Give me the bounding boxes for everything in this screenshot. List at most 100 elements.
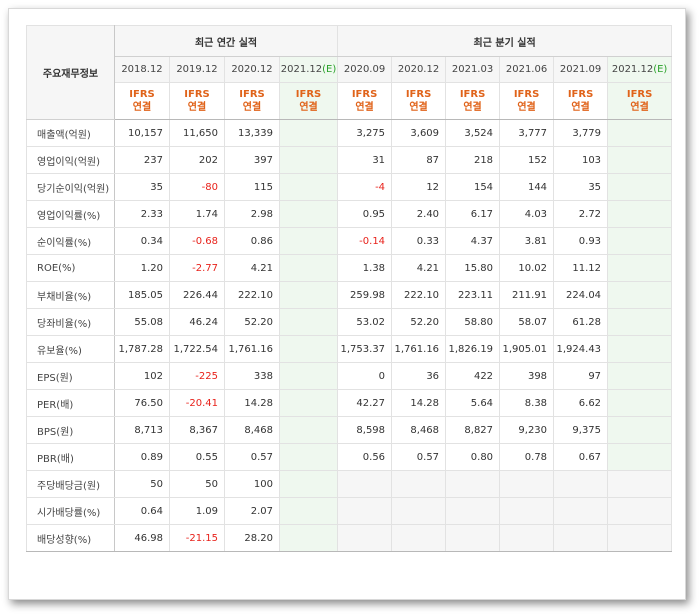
accounting-standard-row: IFRS 연결 IFRS 연결 IFRS 연결 IFRS 연결 IFRS 연결 IFRS 연결 IFRS… xyxy=(27,82,673,120)
accounting-standard-header: IFRS 연결 xyxy=(553,82,609,120)
value-cell: 223.11 xyxy=(445,281,501,309)
value-cell: 1.09 xyxy=(169,497,225,525)
accounting-standard-header: IFRS 연결 xyxy=(445,82,501,120)
value-cell: 4.37 xyxy=(445,227,501,255)
value-cell xyxy=(607,173,673,201)
financial-summary-table: 주요재무정보 최근 연간 실적 최근 분기 실적 2018.12 2019.12 2… xyxy=(26,25,673,552)
value-cell: 35 xyxy=(114,173,170,201)
period-header: 2021.09 xyxy=(553,56,609,83)
row-label: PBR(배) xyxy=(26,443,115,471)
value-cell: -0.14 xyxy=(337,227,393,255)
value-cell: 52.20 xyxy=(391,308,447,336)
period-header: 2021.12(E) xyxy=(607,56,673,83)
row-label: 배당성향(%) xyxy=(26,524,115,552)
period-header: 2019.12 xyxy=(169,56,225,83)
value-cell: 53.02 xyxy=(337,308,393,336)
table-row: ROE(%) 1.20 -2.77 4.21 1.38 4.21 15.80 10.02 11.… xyxy=(26,254,673,282)
value-cell xyxy=(278,389,339,417)
value-cell xyxy=(607,146,673,174)
value-cell: 102 xyxy=(114,362,170,390)
empty-cell xyxy=(607,524,673,552)
row-label: 영업이익률(%) xyxy=(26,200,115,228)
standard-ifrs-label: IFRS xyxy=(351,89,378,100)
value-cell: 42.27 xyxy=(337,389,393,417)
estimate-mark: (E) xyxy=(322,64,337,75)
row-label: 순이익률(%) xyxy=(26,227,115,255)
table-row: BPS(원) 8,713 8,367 8,468 8,598 8,468 8,827 9,23… xyxy=(26,416,673,444)
row-label: 유보율(%) xyxy=(26,335,115,363)
value-cell: 0.56 xyxy=(337,443,393,471)
value-cell: 61.28 xyxy=(553,308,609,336)
value-cell: 10.02 xyxy=(499,254,555,282)
period-label: 2018.12 xyxy=(121,64,163,75)
empty-cell xyxy=(445,470,501,498)
value-cell: 0.33 xyxy=(391,227,447,255)
value-cell xyxy=(607,227,673,255)
value-cell: 338 xyxy=(224,362,280,390)
empty-cell xyxy=(499,524,555,552)
table-row: 영업이익률(%) 2.33 1.74 2.98 0.95 2.40 6.17 4.03 2.72 xyxy=(26,200,673,228)
estimate-mark: (E) xyxy=(653,64,668,75)
value-cell: 0.89 xyxy=(114,443,170,471)
period-label: 2021.12 xyxy=(280,64,323,75)
standard-ifrs-label: IFRS xyxy=(295,89,322,100)
table-row: PBR(배) 0.89 0.55 0.57 0.56 0.57 0.80 0.78 0.67 xyxy=(26,443,673,471)
table-row: 당좌비율(%) 55.08 46.24 52.20 53.02 52.20 58.80 58.… xyxy=(26,308,673,336)
row-label: 영업이익(억원) xyxy=(26,146,115,174)
empty-cell xyxy=(553,524,609,552)
value-cell xyxy=(278,443,339,471)
value-cell: 226.44 xyxy=(169,281,225,309)
value-cell: 144 xyxy=(499,173,555,201)
table-row: 부채비율(%) 185.05 226.44 222.10 259.98 222.10 223… xyxy=(26,281,673,309)
value-cell: 50 xyxy=(114,470,170,498)
value-cell: 11,650 xyxy=(169,119,225,147)
value-cell: 8,367 xyxy=(169,416,225,444)
empty-cell xyxy=(553,470,609,498)
value-cell: 9,375 xyxy=(553,416,609,444)
value-cell xyxy=(278,146,339,174)
value-cell xyxy=(607,362,673,390)
empty-cell xyxy=(445,524,501,552)
value-cell xyxy=(278,335,339,363)
empty-cell xyxy=(337,470,393,498)
standard-consolidated-label: 연결 xyxy=(187,102,207,113)
value-cell: 259.98 xyxy=(337,281,393,309)
value-cell xyxy=(607,389,673,417)
value-cell: 115 xyxy=(224,173,280,201)
value-cell: 0.67 xyxy=(553,443,609,471)
row-label: 매출액(억원) xyxy=(26,119,115,147)
value-cell: 1,787.28 xyxy=(114,335,170,363)
empty-cell xyxy=(499,470,555,498)
value-cell: 46.98 xyxy=(114,524,170,552)
value-cell: 8.38 xyxy=(499,389,555,417)
standard-consolidated-label: 연결 xyxy=(242,102,262,113)
standard-ifrs-label: IFRS xyxy=(129,89,155,100)
period-header: 2020.09 xyxy=(337,56,393,83)
empty-cell xyxy=(499,497,555,525)
standard-consolidated-label: 연결 xyxy=(299,102,318,113)
period-label: 2021.09 xyxy=(559,64,602,75)
empty-cell xyxy=(391,497,447,525)
value-cell: 28.20 xyxy=(224,524,280,552)
period-label: 2021.12 xyxy=(611,64,654,75)
value-cell: 398 xyxy=(499,362,555,390)
value-cell: 0.80 xyxy=(445,443,501,471)
table-row: EPS(원) 102 -225 338 0 36 422 398 97 xyxy=(26,362,673,390)
value-cell: 14.28 xyxy=(224,389,280,417)
standard-ifrs-label: IFRS xyxy=(239,89,265,100)
period-label: 2019.12 xyxy=(176,64,218,75)
row-label: 당좌비율(%) xyxy=(26,308,115,336)
standard-ifrs-label: IFRS xyxy=(459,89,486,100)
table-row: 영업이익(억원) 237 202 397 31 87 218 152 103 xyxy=(26,146,673,174)
empty-cell xyxy=(607,497,673,525)
accounting-standard-header: IFRS 연결 xyxy=(499,82,555,120)
value-cell: 97 xyxy=(553,362,609,390)
value-cell: 50 xyxy=(169,470,225,498)
value-cell xyxy=(278,254,339,282)
standard-consolidated-label: 연결 xyxy=(355,102,374,113)
value-cell xyxy=(607,335,673,363)
value-cell: 9,230 xyxy=(499,416,555,444)
value-cell xyxy=(607,281,673,309)
value-cell xyxy=(278,227,339,255)
value-cell: -21.15 xyxy=(169,524,225,552)
